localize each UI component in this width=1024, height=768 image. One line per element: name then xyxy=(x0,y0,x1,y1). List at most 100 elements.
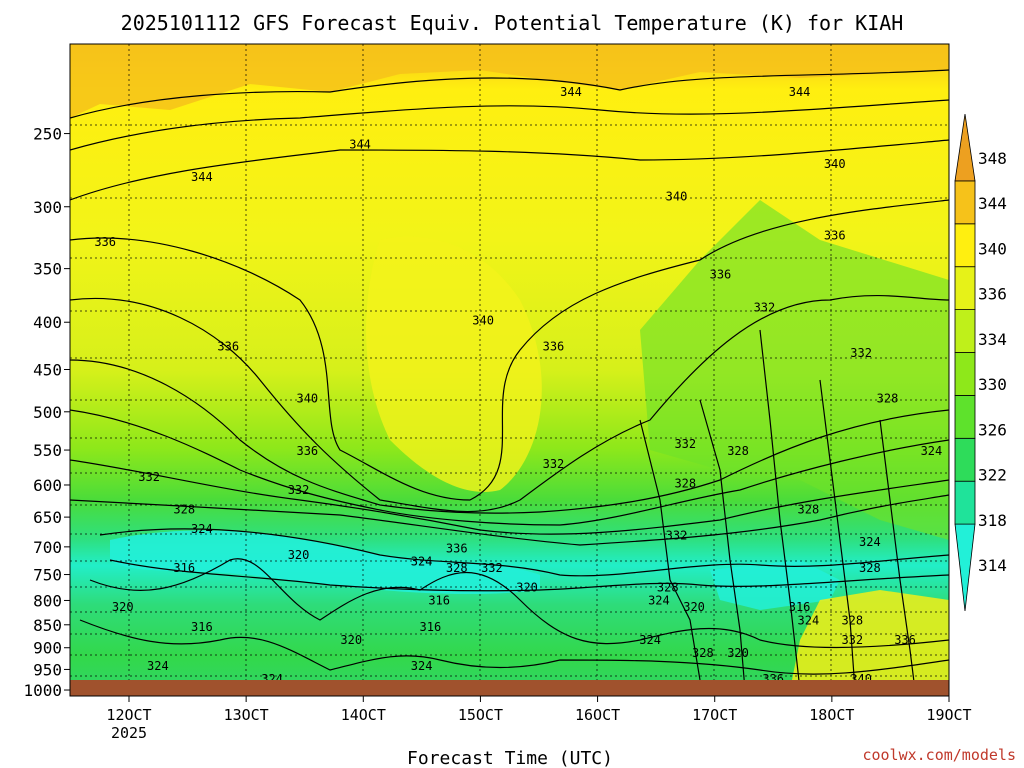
contour-label: 324 xyxy=(648,594,670,608)
contour-label: 332 xyxy=(543,457,565,471)
contour-label: 316 xyxy=(420,620,442,634)
x-tick-label: 18OCT xyxy=(809,706,854,724)
y-tick-label: 1000 xyxy=(23,681,62,700)
x-tick-label: 14OCT xyxy=(341,706,386,724)
contour-label: 324 xyxy=(639,633,661,647)
x-tick-label: 12OCT xyxy=(106,706,151,724)
contour-label: 336 xyxy=(894,633,916,647)
chart-title: 2025101112 GFS Forecast Equiv. Potential… xyxy=(121,11,904,35)
colorbar-segment xyxy=(954,180,976,225)
contour-label: 328 xyxy=(674,476,696,490)
contour-label: 320 xyxy=(340,633,362,647)
contour-label: 332 xyxy=(666,529,688,543)
gridlines xyxy=(70,44,949,696)
contour-label: 324 xyxy=(411,555,433,569)
contour-labels: 344 344 344 344 340 340 336 336 336 332 340 336 336 3… xyxy=(94,85,943,686)
colorbar: 314 318 322 326 330 334 336 340 344 348 xyxy=(954,113,1007,612)
y-axis: 250 300 350 400 450 500 550 600 650 700 750 800 850 9… xyxy=(23,125,70,700)
colorbar-segment xyxy=(954,352,976,396)
x-axis: 12OCT 13OCT 14OCT 15OCT 16OCT 17OCT 18OCT 19OCT xyxy=(106,696,972,724)
y-tick-label: 850 xyxy=(33,616,62,635)
contour-label: 336 xyxy=(824,229,846,243)
contour-label: 328 xyxy=(727,444,749,458)
contour-label: 320 xyxy=(683,600,705,614)
colorbar-label: 318 xyxy=(978,511,1007,530)
contour-label: 336 xyxy=(296,444,318,458)
contour-label: 320 xyxy=(288,548,310,562)
contour-label: 344 xyxy=(560,85,582,99)
contour-label: 324 xyxy=(147,659,169,673)
cyan-core-region xyxy=(110,530,540,595)
contour-label: 336 xyxy=(710,268,732,282)
colorbar-label: 348 xyxy=(978,149,1007,168)
contour-lines xyxy=(70,69,949,691)
lower-yellow-right xyxy=(790,590,949,690)
contour-label: 328 xyxy=(841,613,863,627)
ground-strip xyxy=(70,680,949,696)
contour-label: 328 xyxy=(657,581,679,595)
contour-label: 320 xyxy=(727,646,749,660)
mid-yellow-region xyxy=(366,236,542,492)
contour-label: 316 xyxy=(789,600,811,614)
contour-label: 332 xyxy=(674,437,696,451)
contour-label: 344 xyxy=(349,137,371,151)
contour-label: 340 xyxy=(666,189,688,203)
y-tick-label: 500 xyxy=(33,403,62,422)
plot-area: 344 344 344 344 340 340 336 336 336 332 340 336 336 3… xyxy=(70,44,949,696)
x-axis-title: Forecast Time (UTC) xyxy=(407,748,613,768)
colorbar-segment xyxy=(954,266,976,311)
colorbar-segment xyxy=(954,523,976,612)
contour-label: 316 xyxy=(191,620,213,634)
contour-label: 344 xyxy=(191,170,213,184)
contour-label: 332 xyxy=(288,483,310,497)
y-tick-label: 350 xyxy=(33,260,62,279)
x-subtick-year: 2025 xyxy=(111,724,147,742)
contour-label: 324 xyxy=(411,659,433,673)
y-tick-label: 550 xyxy=(33,441,62,460)
y-tick-label: 800 xyxy=(33,591,62,610)
contour-label: 324 xyxy=(191,522,213,536)
colorbar-label: 314 xyxy=(978,556,1007,575)
colorbar-segment xyxy=(954,480,976,525)
y-tick-label: 400 xyxy=(33,313,62,332)
y-tick-label: 300 xyxy=(33,198,62,217)
contour-label: 332 xyxy=(481,561,503,575)
colorbar-label: 344 xyxy=(978,194,1007,213)
contour-label: 340 xyxy=(824,157,846,171)
credit-text: coolwx.com/models xyxy=(862,746,1016,764)
x-tick-label: 13OCT xyxy=(224,706,269,724)
contour-label: 328 xyxy=(798,502,820,516)
contour-label: 316 xyxy=(428,594,450,608)
contour-label: 332 xyxy=(138,470,160,484)
y-tick-label: 900 xyxy=(33,639,62,658)
contour-label: 328 xyxy=(173,502,195,516)
y-tick-label: 650 xyxy=(33,508,62,527)
colorbar-label: 336 xyxy=(978,285,1007,304)
contour-label: 332 xyxy=(850,346,872,360)
contour-label: 328 xyxy=(692,646,714,660)
x-tick-label: 17OCT xyxy=(692,706,737,724)
contour-label: 336 xyxy=(543,339,565,353)
contour-label: 324 xyxy=(798,613,820,627)
y-tick-label: 250 xyxy=(33,125,62,144)
contour-label: 316 xyxy=(173,561,195,575)
colorbar-segment xyxy=(954,437,976,482)
contour-label: 328 xyxy=(446,561,468,575)
contour-label: 328 xyxy=(877,392,899,406)
x-tick-label: 16OCT xyxy=(575,706,620,724)
contour-label: 328 xyxy=(859,561,881,575)
contour-label: 332 xyxy=(754,300,776,314)
colorbar-segment xyxy=(954,394,976,439)
colorbar-segment xyxy=(954,113,976,182)
contour-label: 324 xyxy=(921,444,943,458)
upper-orange-region xyxy=(70,44,949,118)
colorbar-segment xyxy=(954,309,976,353)
contour-label: 344 xyxy=(789,85,811,99)
colorbar-label: 326 xyxy=(978,420,1007,439)
contour-label: 336 xyxy=(217,339,239,353)
colorbar-label: 330 xyxy=(978,375,1007,394)
y-tick-label: 950 xyxy=(33,660,62,679)
y-tick-label: 600 xyxy=(33,476,62,495)
x-tick-label: 19OCT xyxy=(926,706,971,724)
